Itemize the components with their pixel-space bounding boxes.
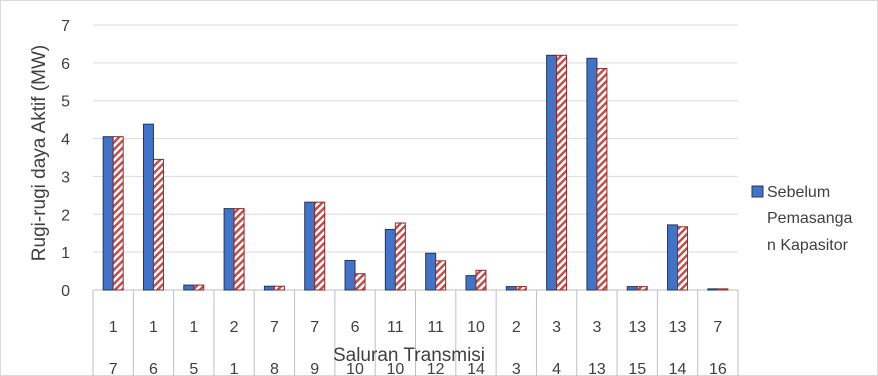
x-tick-label-from-7: 6 [351, 319, 360, 336]
x-tick-label-to-7: 10 [346, 361, 364, 376]
bar-series1-7 [344, 259, 356, 291]
bar-series2-13 [596, 68, 608, 291]
x-tick-label-to-12: 4 [552, 361, 561, 376]
bar-series1-1 [102, 136, 114, 291]
bar-series1-12 [546, 54, 558, 291]
bar-series2-4 [233, 208, 245, 291]
legend-label-line-3: n Kapasitor [767, 237, 849, 254]
x-tick-label-from-11: 2 [512, 319, 521, 336]
x-tick-label-to-6: 9 [310, 361, 319, 376]
x-tick-label-to-9: 12 [427, 361, 445, 376]
bar-series2-8 [394, 222, 406, 291]
category-table [92, 289, 739, 376]
bar-series1-16 [707, 288, 719, 291]
x-tick-label-from-14: 13 [628, 319, 646, 336]
y-tick-label-7: 7 [61, 18, 70, 35]
bar-series2-12 [556, 54, 568, 291]
bar-series2-5 [273, 285, 285, 291]
x-tick-label-to-10: 14 [467, 361, 485, 376]
y-tick-label-5: 5 [61, 94, 70, 111]
bar-series1-10 [465, 275, 477, 291]
y-tick-label-0: 0 [61, 283, 70, 300]
y-tick-label-6: 6 [61, 56, 70, 73]
bar-series1-4 [223, 208, 235, 291]
x-tick-label-from-12: 3 [552, 319, 561, 336]
x-tick-label-from-13: 3 [592, 319, 601, 336]
x-tick-label-from-4: 2 [230, 319, 239, 336]
x-tick-label-from-5: 7 [270, 319, 279, 336]
x-tick-label-to-4: 1 [230, 361, 239, 376]
x-tick-label-to-5: 8 [270, 361, 279, 376]
x-tick-label-from-2: 1 [149, 319, 158, 336]
x-tick-label-to-11: 3 [512, 361, 521, 376]
bar-series2-16 [717, 288, 729, 291]
bar-series2-6 [314, 201, 326, 291]
y-tick-label-2: 2 [61, 207, 70, 224]
bar-series1-11 [505, 286, 517, 291]
bar-series1-13 [586, 57, 598, 291]
y-tick-label-1: 1 [61, 245, 70, 262]
bar-series2-14 [636, 286, 648, 291]
x-tick-label-from-3: 1 [189, 319, 198, 336]
legend-label-line-1: Sebelum [767, 184, 830, 201]
bar-series2-7 [354, 273, 366, 291]
y-tick-label-4: 4 [61, 132, 70, 149]
x-tick-label-to-14: 15 [628, 361, 646, 376]
x-tick-label-from-16: 7 [713, 319, 722, 336]
y-tick-label-3: 3 [61, 169, 70, 186]
x-axis-tick-labels: 1716152178796101110111210142334313131513… [109, 319, 727, 376]
bar-series1-9 [425, 252, 437, 291]
x-tick-label-to-13: 13 [588, 361, 606, 376]
bar-series1-15 [667, 224, 679, 291]
bar-series2-11 [515, 286, 527, 291]
bar-series2-3 [193, 284, 205, 291]
x-tick-label-to-8: 10 [386, 361, 404, 376]
x-tick-label-from-6: 7 [310, 319, 319, 336]
x-tick-label-to-2: 6 [149, 361, 158, 376]
x-tick-label-from-8: 11 [387, 319, 404, 336]
bar-series2-2 [152, 158, 164, 291]
bar-series1-2 [142, 123, 154, 291]
x-tick-label-from-10: 10 [467, 319, 485, 336]
bar-series1-6 [304, 201, 316, 291]
bar-series1-8 [384, 228, 396, 291]
x-tick-label-to-1: 7 [109, 361, 118, 376]
legend-swatch-sebelum [751, 185, 764, 198]
x-tick-label-to-3: 5 [189, 361, 198, 376]
y-axis-ticks: 0 1 2 3 4 5 6 7 [61, 18, 70, 300]
x-tick-label-from-9: 11 [427, 319, 444, 336]
x-tick-label-from-15: 13 [669, 319, 687, 336]
y-axis-title: Rugi-rugi daya Aktif (MW) [29, 45, 50, 261]
x-tick-label-from-1: 1 [109, 319, 118, 336]
bar-series1-5 [263, 285, 275, 291]
x-tick-label-to-16: 16 [709, 361, 727, 376]
bar-series1-14 [626, 286, 638, 291]
bar-series2-1 [112, 136, 124, 291]
bar-series2-10 [475, 269, 487, 291]
bar-series2-9 [435, 260, 447, 291]
bar-series1-3 [183, 284, 195, 291]
x-axis-title: Saluran Transmisi [333, 345, 485, 366]
x-tick-label-to-15: 14 [669, 361, 687, 376]
bars [102, 54, 729, 291]
legend-label-line-2: Pemasanga [767, 210, 852, 227]
legend: Sebelum Pemasanga n Kapasitor [751, 184, 852, 254]
bar-series2-15 [677, 226, 689, 291]
